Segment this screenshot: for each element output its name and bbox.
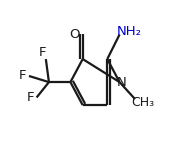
Text: F: F xyxy=(26,91,34,104)
Text: CH₃: CH₃ xyxy=(131,96,154,109)
Text: N: N xyxy=(117,76,127,89)
Text: NH₂: NH₂ xyxy=(117,25,142,38)
Text: O: O xyxy=(69,28,79,41)
Text: F: F xyxy=(39,46,46,59)
Text: F: F xyxy=(18,69,26,82)
